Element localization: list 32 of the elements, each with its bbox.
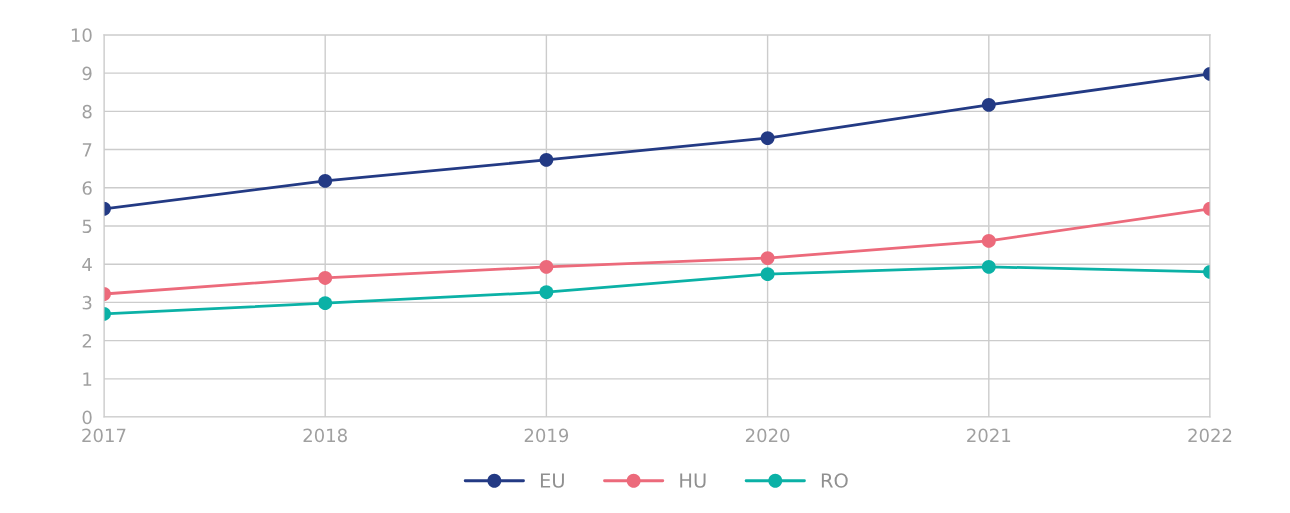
y-tick-label: 9 bbox=[82, 66, 92, 81]
y-tick-label: 8 bbox=[82, 104, 92, 119]
point bbox=[760, 267, 775, 282]
x-tick-label: 2022 bbox=[1188, 428, 1232, 443]
point bbox=[318, 296, 333, 311]
y-tick-label: 1 bbox=[83, 372, 92, 386]
point bbox=[318, 173, 333, 188]
y-tick-label: 7 bbox=[82, 143, 92, 157]
point bbox=[981, 233, 996, 248]
legend-label: HU bbox=[680, 473, 706, 488]
x-tick-label: 2017 bbox=[82, 428, 126, 443]
point bbox=[981, 97, 996, 112]
y-tick-label: 3 bbox=[82, 295, 92, 310]
point bbox=[760, 131, 775, 146]
point bbox=[539, 285, 554, 300]
y-tick-label: 2 bbox=[82, 334, 92, 348]
point bbox=[539, 152, 554, 167]
y-tick-label: 10 bbox=[71, 28, 92, 42]
x-tick-label: 2018 bbox=[303, 428, 347, 443]
y-tick-label: 4 bbox=[82, 257, 92, 272]
y-tick-label: 5 bbox=[82, 219, 92, 234]
x-tick-label: 2020 bbox=[745, 428, 790, 443]
legend-label: EU bbox=[540, 473, 564, 488]
x-tick-label: 2019 bbox=[524, 428, 569, 443]
x-tick-label: 2021 bbox=[967, 428, 1011, 443]
point bbox=[760, 251, 775, 266]
legend-label: RO bbox=[821, 473, 848, 488]
y-tick-label: 0 bbox=[82, 410, 92, 425]
point bbox=[981, 259, 996, 274]
y-tick-label: 6 bbox=[82, 181, 92, 195]
point bbox=[539, 259, 554, 274]
point bbox=[318, 271, 333, 285]
